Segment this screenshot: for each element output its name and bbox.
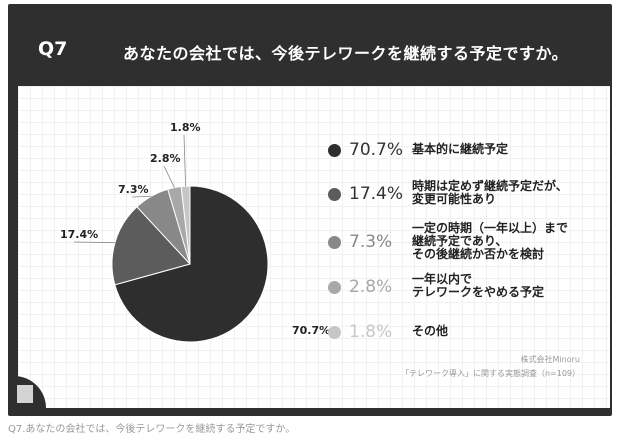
slice-data-label: 17.4% — [60, 228, 98, 241]
legend-dot — [328, 235, 341, 249]
source-survey: 「テレワーク導入」に関する実態調査（n=109） — [400, 369, 580, 378]
chart-header: Q7 あなたの会社では、今後テレワークを継続する予定ですか。 — [8, 4, 612, 84]
pie-slice — [114, 185, 269, 343]
legend-label: 基本的に継続予定 — [412, 141, 509, 156]
source-company: 株式会社Minoru — [520, 355, 580, 364]
legend-label: その他 — [412, 323, 449, 338]
slice-data-label: 70.7% — [292, 324, 330, 337]
legend-label: 一年以内で テレワークをやめる予定 — [412, 272, 545, 299]
legend-percent: 1.8% — [349, 322, 393, 342]
image-caption: Q7.あなたの会社では、今後テレワークを継続する予定ですか。 — [8, 424, 296, 435]
question-title: あなたの会社では、今後テレワークを継続する予定ですか。 — [123, 44, 569, 63]
legend-percent: 2.8% — [349, 277, 393, 297]
legend-dot — [328, 325, 341, 339]
leader-line — [163, 165, 175, 188]
slice-data-label: 2.8% — [150, 152, 181, 165]
leader-line — [183, 134, 186, 187]
leader-line — [131, 195, 152, 198]
legend-dot — [328, 280, 341, 294]
slice-data-label: 1.8% — [170, 121, 201, 134]
leader-line — [73, 241, 115, 244]
legend-percent: 17.4% — [349, 184, 404, 204]
legend-dot — [328, 187, 341, 201]
corner-square — [17, 385, 33, 403]
legend-item: 2.8% 一年以内で テレワークをやめる予定 — [328, 273, 544, 299]
legend-label: 一定の時期（一年以上）まで 継続予定であり、 その後継続か否かを検討 — [412, 220, 569, 261]
question-number: Q7 — [38, 38, 68, 60]
legend-item: 70.7% 基本的に継続予定 — [328, 140, 508, 160]
pie-slice — [111, 206, 191, 286]
legend-item: 17.4% 時期は定めず継続予定だが、 変更可能性あり — [328, 180, 568, 206]
legend-label: 時期は定めず継続予定だが、 変更可能性あり — [412, 179, 568, 206]
legend-percent: 7.3% — [349, 232, 393, 252]
legend-item: 1.8% その他 — [328, 322, 448, 342]
legend-dot — [328, 143, 341, 157]
legend-percent: 70.7% — [349, 140, 404, 160]
slice-data-label: 7.3% — [118, 183, 149, 196]
legend-item: 7.3% 一定の時期（一年以上）まで 継続予定であり、 その後継続か否かを検討 — [328, 221, 568, 260]
